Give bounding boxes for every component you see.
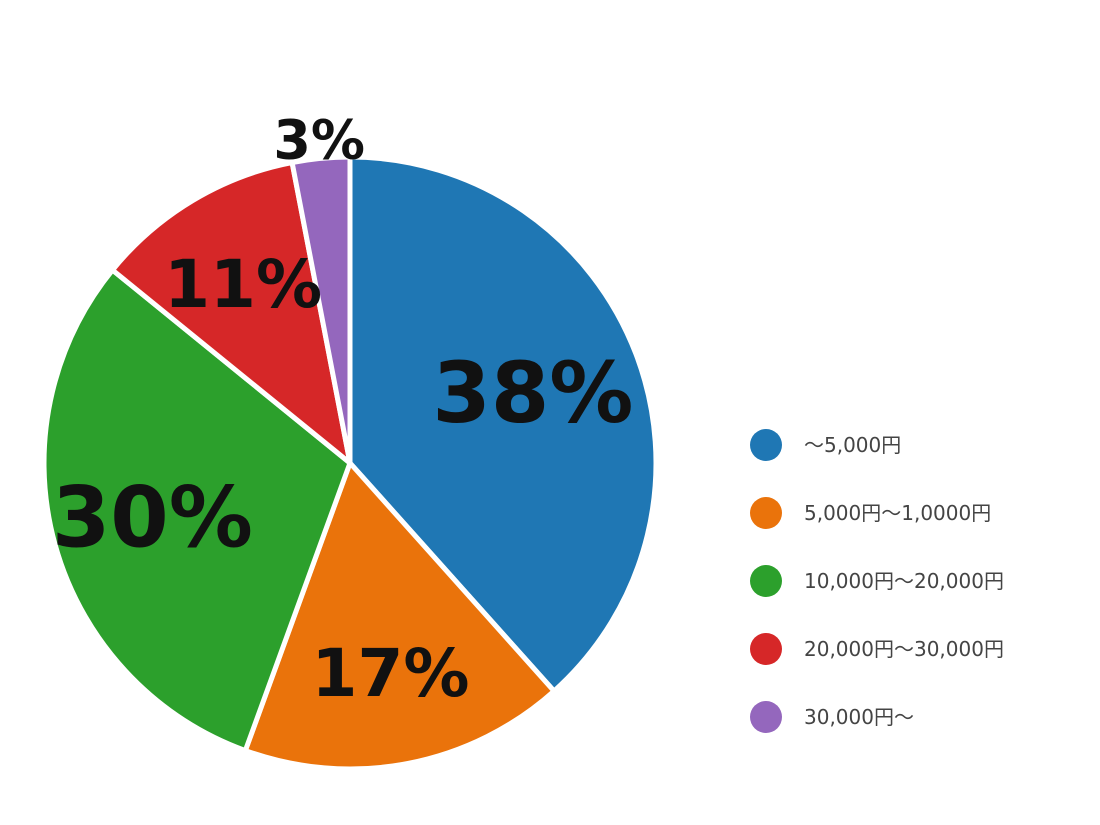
pie-slice-3 — [41, 267, 353, 754]
legend-marker-4 — [750, 633, 782, 665]
pie-percentage-label-5: 3% — [273, 109, 365, 172]
legend-marker-5 — [750, 701, 782, 733]
pie-slice-1 — [347, 154, 659, 694]
legend-label-1: 〜5,000円 — [804, 433, 901, 457]
legend-label-4: 20,000円〜30,000円 — [804, 637, 1004, 661]
pie-slice-4 — [109, 160, 353, 466]
legend: 〜5,000円 5,000円〜1,0000円 10,000円〜20,000円 20,0… — [750, 429, 1004, 733]
pie-percentage-labels: 38% 17% 30% 11% 3% — [52, 109, 634, 712]
pie-slice-5 — [289, 154, 353, 466]
legend-marker-2 — [750, 497, 782, 529]
pie-percentage-label-2: 17% — [312, 635, 470, 712]
legend-marker-1 — [750, 429, 782, 461]
legend-marker-3 — [750, 565, 782, 597]
pie-percentage-label-4: 11% — [164, 246, 322, 323]
legend-label-2: 5,000円〜1,0000円 — [804, 501, 991, 525]
legend-label-5: 30,000円〜 — [804, 705, 914, 729]
pie-slices — [41, 154, 659, 772]
pie-percentage-label-3: 30% — [52, 469, 253, 567]
pie-percentage-label-1: 38% — [432, 344, 633, 442]
legend-label-3: 10,000円〜20,000円 — [804, 569, 1004, 593]
